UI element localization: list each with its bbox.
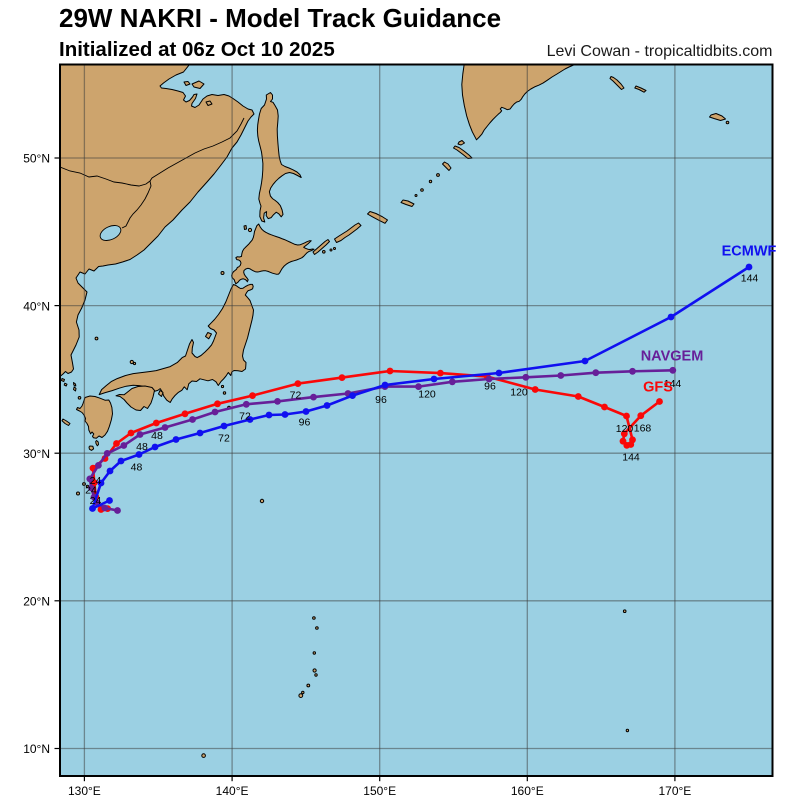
svg-text:24: 24 xyxy=(90,475,102,487)
svg-text:48: 48 xyxy=(136,441,148,453)
svg-text:GFS: GFS xyxy=(643,380,673,396)
svg-text:168: 168 xyxy=(634,422,652,434)
svg-text:72: 72 xyxy=(218,432,230,444)
svg-text:72: 72 xyxy=(290,389,302,401)
svg-text:120: 120 xyxy=(418,388,436,400)
svg-text:10°N: 10°N xyxy=(23,742,50,756)
svg-text:144: 144 xyxy=(622,451,640,463)
svg-text:NAVGEM: NAVGEM xyxy=(641,349,704,365)
svg-text:48: 48 xyxy=(151,430,163,442)
svg-text:96: 96 xyxy=(484,380,496,392)
svg-text:144: 144 xyxy=(664,378,682,390)
svg-text:40°N: 40°N xyxy=(23,299,50,313)
svg-text:20°N: 20°N xyxy=(23,595,50,609)
svg-text:ECMWF: ECMWF xyxy=(722,244,777,260)
svg-text:120: 120 xyxy=(616,423,634,435)
svg-text:130°E: 130°E xyxy=(68,784,101,798)
svg-text:50°N: 50°N xyxy=(23,152,50,166)
svg-text:48: 48 xyxy=(131,461,143,473)
svg-text:72: 72 xyxy=(239,410,251,422)
svg-text:150°E: 150°E xyxy=(363,784,396,798)
svg-text:29W NAKRI - Model Track Guidan: 29W NAKRI - Model Track Guidance xyxy=(59,3,501,33)
svg-text:96: 96 xyxy=(375,394,387,406)
svg-text:Levi Cowan - tropicaltidbits.c: Levi Cowan - tropicaltidbits.com xyxy=(547,43,773,60)
svg-text:Initialized at 06z Oct 10 2025: Initialized at 06z Oct 10 2025 xyxy=(59,38,335,61)
svg-text:160°E: 160°E xyxy=(511,784,544,798)
svg-text:120: 120 xyxy=(510,386,528,398)
svg-text:140°E: 140°E xyxy=(216,784,249,798)
svg-text:170°E: 170°E xyxy=(658,784,691,798)
svg-text:24: 24 xyxy=(90,495,102,507)
svg-text:24: 24 xyxy=(85,484,97,496)
svg-text:144: 144 xyxy=(741,272,759,284)
svg-text:30°N: 30°N xyxy=(23,447,50,461)
svg-text:96: 96 xyxy=(299,416,311,428)
